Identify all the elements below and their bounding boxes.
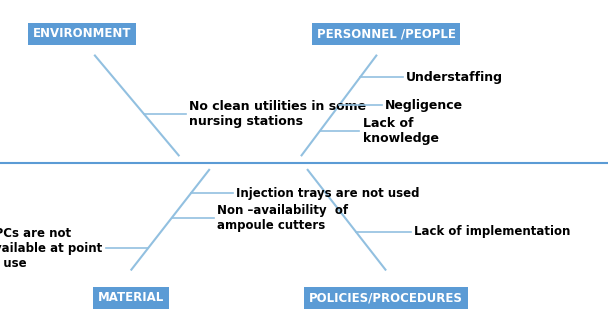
Text: Negligence: Negligence	[384, 99, 463, 112]
Text: Injection trays are not used: Injection trays are not used	[237, 187, 420, 200]
Text: MATERIAL: MATERIAL	[98, 291, 164, 304]
Text: Lack of
knowledge: Lack of knowledge	[362, 117, 438, 145]
Text: PPCs are not
available at point
of use: PPCs are not available at point of use	[0, 227, 103, 270]
Text: No clean utilities in some
nursing stations: No clean utilities in some nursing stati…	[189, 99, 367, 128]
Text: ENVIRONMENT: ENVIRONMENT	[33, 27, 131, 40]
Text: Non –availability  of
ampoule cutters: Non –availability of ampoule cutters	[218, 204, 348, 232]
Text: Lack of implementation: Lack of implementation	[414, 225, 570, 238]
Text: PERSONNEL /PEOPLE: PERSONNEL /PEOPLE	[317, 27, 455, 40]
Text: POLICIES/PROCEDURES: POLICIES/PROCEDURES	[309, 291, 463, 304]
Text: Understaffing: Understaffing	[406, 71, 503, 83]
